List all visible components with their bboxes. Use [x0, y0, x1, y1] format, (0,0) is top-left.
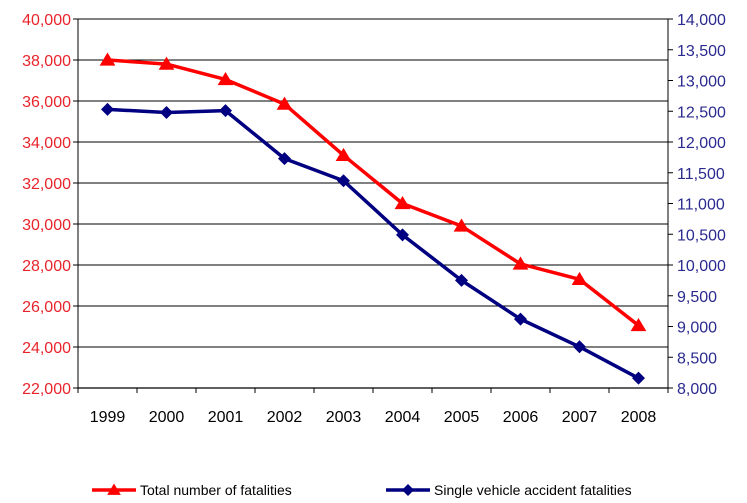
data-point-triangle — [571, 271, 588, 285]
right-axis-tick-label: 14,000 — [677, 12, 726, 29]
legend-marker-diamond — [402, 484, 414, 496]
data-point-diamond — [337, 174, 350, 188]
legend-item: Total number of fatalities — [92, 482, 292, 498]
series — [99, 52, 647, 385]
data-point-diamond — [455, 273, 468, 287]
data-point-triangle — [512, 256, 529, 270]
series-0 — [99, 52, 647, 332]
right-axis-tick-label: 13,500 — [677, 43, 726, 60]
data-point-triangle — [158, 56, 175, 70]
right-axis-tick-label: 10,500 — [677, 227, 726, 244]
right-axis-tick-label: 8,500 — [677, 350, 717, 367]
left-axis-tick-label: 26,000 — [22, 299, 71, 316]
x-axis-tick-label: 2004 — [385, 409, 421, 426]
series-line — [107, 58, 640, 327]
right-axis-tick-label: 11,500 — [677, 166, 725, 183]
data-point-diamond — [278, 152, 291, 166]
axes — [73, 18, 673, 393]
data-point-triangle — [217, 71, 234, 86]
left-axis-tick-label: 28,000 — [22, 258, 71, 275]
legend-label: Single vehicle accident fatalities — [434, 482, 632, 498]
left-axis-tick-label: 32,000 — [22, 176, 71, 193]
right-axis-tick-label: 12,500 — [677, 104, 726, 121]
data-point-triangle — [99, 52, 116, 66]
data-point-diamond — [219, 104, 232, 118]
data-point-triangle — [335, 147, 352, 161]
x-axis-tick-label: 2007 — [562, 409, 598, 426]
data-point-diamond — [632, 371, 645, 385]
data-point-diamond — [396, 228, 409, 242]
legend-marker-triangle — [107, 483, 121, 495]
left-axis-tick-label: 22,000 — [22, 381, 71, 398]
left-axis-tick-label: 40,000 — [22, 12, 71, 29]
right-axis-tick-labels: 8,000 8,500 9,000 9,500 10,000 10,500 11,000 11… — [677, 12, 726, 398]
x-axis-tick-label: 2005 — [444, 409, 480, 426]
data-point-diamond — [514, 312, 527, 326]
x-axis-tick-label: 2000 — [149, 409, 185, 426]
x-axis-tick-label: 2006 — [503, 409, 539, 426]
right-axis-tick-label: 8,000 — [677, 381, 717, 398]
left-axis-tick-label: 34,000 — [22, 135, 71, 152]
legend-item: Single vehicle accident fatalities — [386, 482, 632, 498]
right-axis-tick-label: 11,000 — [677, 197, 725, 214]
legend: Total number of fatalities Single vehicle… — [92, 482, 632, 498]
left-axis-tick-label: 38,000 — [22, 53, 71, 70]
left-axis-tick-label: 30,000 — [22, 217, 71, 234]
gridlines — [78, 18, 668, 389]
data-point-triangle — [630, 317, 647, 332]
data-point-triangle — [394, 196, 411, 210]
data-point-diamond — [573, 340, 586, 354]
data-point-diamond — [160, 105, 173, 119]
left-axis-tick-label: 36,000 — [22, 94, 71, 111]
x-axis-tick-label: 2003 — [326, 409, 362, 426]
left-axis-tick-labels: 22,000 24,000 26,000 28,000 30,000 32,000 34,0… — [22, 12, 71, 398]
data-point-diamond — [101, 102, 114, 116]
legend-label: Total number of fatalities — [140, 482, 292, 498]
series-1 — [101, 102, 645, 385]
x-axis-tick-label: 2008 — [621, 409, 657, 426]
x-axis-tick-labels: 1999 2000 2001 2002 2003 2004 2005 2006 2007 2008 — [90, 409, 657, 426]
right-axis-tick-label: 12,000 — [677, 135, 726, 152]
right-axis-tick-label: 13,000 — [677, 74, 726, 91]
right-axis-tick-label: 10,000 — [677, 258, 726, 275]
x-axis-tick-label: 2002 — [267, 409, 303, 426]
series-line — [107, 107, 640, 380]
right-axis-tick-label: 9,000 — [677, 320, 717, 337]
data-point-triangle — [276, 96, 293, 110]
x-axis-tick-label: 2001 — [208, 409, 244, 426]
right-axis-tick-label: 9,500 — [677, 289, 717, 306]
left-axis-tick-label: 24,000 — [22, 340, 71, 357]
data-point-triangle — [453, 218, 470, 232]
x-axis-tick-label: 1999 — [90, 409, 126, 426]
